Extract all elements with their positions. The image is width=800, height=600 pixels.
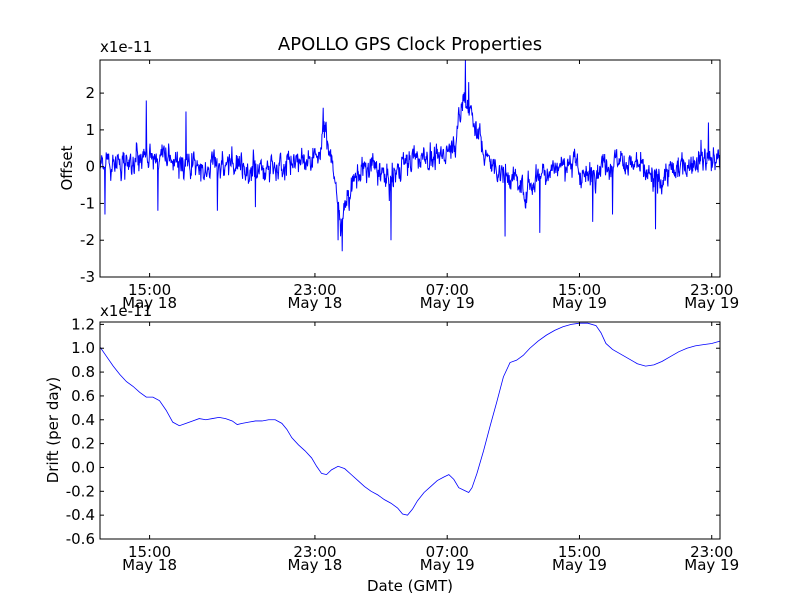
drift-x-tick-time: 15:00 xyxy=(558,543,601,561)
offset-x-tick-time: 23:00 xyxy=(293,281,336,299)
drift-y-tick-label: 0.6 xyxy=(71,387,95,405)
drift-multiplier: x1e-11 xyxy=(100,302,152,320)
drift-y-tick-label: -0.2 xyxy=(66,482,95,500)
drift-x-tick-date: May 18 xyxy=(287,556,342,574)
drift-x-tick-date: May 18 xyxy=(122,556,177,574)
offset-series-line xyxy=(99,59,721,252)
drift-x-tick-date: May 19 xyxy=(420,556,475,574)
chart-title: APOLLO GPS Clock Properties xyxy=(278,34,542,55)
drift-y-tick-label: 1.0 xyxy=(71,339,95,357)
offset-x-tick-time: 23:00 xyxy=(690,281,733,299)
drift-y-tick-label: -0.4 xyxy=(66,506,95,524)
offset-x-tick-date: May 19 xyxy=(684,294,739,312)
drift-y-axis-label: Drift (per day) xyxy=(44,377,62,484)
drift-y-tick-label: -0.6 xyxy=(66,530,95,548)
offset-y-tick-label: -2 xyxy=(80,231,95,249)
offset-x-tick-time: 15:00 xyxy=(128,281,171,299)
offset-multiplier: x1e-11 xyxy=(100,38,152,56)
drift-y-tick-label: 0.8 xyxy=(71,363,95,381)
offset-y-tick-label: 2 xyxy=(85,84,95,102)
offset-plot-area xyxy=(99,59,721,252)
offset-x-tick-date: May 19 xyxy=(420,294,475,312)
offset-x-tick-time: 07:00 xyxy=(426,281,469,299)
drift-x-tick-time: 23:00 xyxy=(293,543,336,561)
drift-y-tick-label: 0.2 xyxy=(71,435,95,453)
offset-y-tick-label: 1 xyxy=(85,121,95,139)
offset-x-tick-date: May 18 xyxy=(287,294,342,312)
offset-y-tick-label: 0 xyxy=(85,158,95,176)
drift-x-tick-time: 15:00 xyxy=(128,543,171,561)
drift-axes-frame xyxy=(99,321,721,540)
offset-x-tick-date: May 19 xyxy=(552,294,607,312)
drift-y-tick-label: 1.2 xyxy=(71,315,95,333)
drift-y-tick-label: 0.4 xyxy=(71,411,95,429)
offset-x-tick-date: May 18 xyxy=(122,294,177,312)
drift-x-tick-time: 23:00 xyxy=(690,543,733,561)
x-axis-label: Date (GMT) xyxy=(367,577,453,595)
offset-y-tick-label: -3 xyxy=(80,268,95,286)
offset-axes-frame xyxy=(99,59,721,278)
drift-x-tick-date: May 19 xyxy=(552,556,607,574)
drift-x-tick-time: 07:00 xyxy=(426,543,469,561)
offset-x-tick-time: 15:00 xyxy=(558,281,601,299)
drift-panel: x1e-11 Drift (per day) Date (GMT) -0.6 -0… xyxy=(44,302,739,595)
drift-y-tick-label: 0.0 xyxy=(71,458,95,476)
drift-x-tick-date: May 19 xyxy=(684,556,739,574)
offset-y-axis-label: Offset xyxy=(58,145,76,190)
offset-y-tick-label: -1 xyxy=(80,194,95,212)
drift-plot-area xyxy=(99,322,721,516)
drift-series-line xyxy=(99,322,721,516)
